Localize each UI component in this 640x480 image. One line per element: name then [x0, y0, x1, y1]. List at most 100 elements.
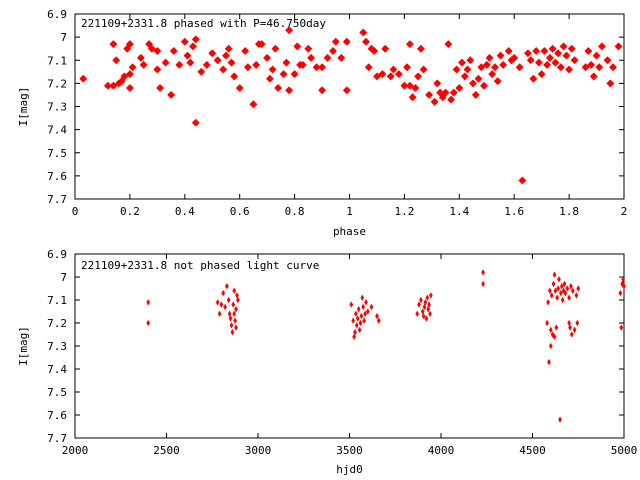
- data-point: [230, 72, 239, 81]
- data-point: [619, 324, 624, 331]
- data-point: [241, 47, 250, 55]
- data-point: [354, 310, 358, 318]
- data-point: [318, 86, 327, 95]
- data-point: [416, 44, 425, 53]
- data-point: [357, 326, 362, 334]
- data-point: [323, 53, 332, 62]
- data-point: [161, 58, 170, 67]
- x-tick-label: 5000: [611, 444, 638, 457]
- data-point: [342, 86, 351, 95]
- x-tick-label: 0.6: [230, 205, 250, 218]
- data-point: [481, 280, 485, 288]
- data-point: [219, 65, 228, 74]
- data-point: [349, 301, 354, 308]
- data-point: [567, 294, 571, 302]
- data-point: [125, 70, 134, 79]
- data-point: [481, 269, 485, 276]
- chart-title: 221109+2331.8 not phased light curve: [81, 259, 319, 272]
- data-point: [449, 88, 458, 97]
- data-point: [424, 315, 429, 322]
- data-point: [307, 53, 316, 62]
- data-point: [79, 74, 88, 83]
- data-point: [480, 81, 488, 90]
- data-point: [562, 51, 571, 60]
- data-point: [400, 81, 409, 90]
- x-axis-label: hjd0: [336, 463, 363, 476]
- data-point: [427, 301, 431, 308]
- y-tick-label: 6.9: [47, 8, 67, 21]
- data-point: [232, 287, 237, 295]
- data-point: [227, 310, 232, 318]
- data-point: [365, 308, 370, 315]
- data-point: [230, 328, 235, 336]
- data-point: [249, 100, 258, 109]
- data-point: [482, 60, 491, 69]
- data-point: [156, 84, 165, 92]
- x-tick-label: 2000: [62, 444, 89, 457]
- data-point: [337, 53, 346, 62]
- y-tick-label: 7.6: [47, 170, 67, 183]
- data-point: [153, 65, 162, 74]
- data-point: [265, 74, 274, 83]
- data-point: [558, 416, 562, 423]
- data-point: [329, 47, 337, 55]
- data-point: [358, 319, 363, 327]
- data-point: [355, 315, 360, 322]
- data-point: [425, 294, 430, 302]
- data-point: [223, 303, 227, 311]
- data-point: [234, 305, 238, 313]
- data-point: [563, 289, 568, 297]
- y-tick-label: 7: [60, 31, 67, 44]
- data-point: [466, 56, 475, 65]
- data-point: [455, 84, 464, 92]
- data-point: [222, 51, 230, 60]
- data-point: [175, 60, 184, 69]
- data-point: [526, 56, 535, 65]
- x-tick-label: 0.4: [175, 205, 195, 218]
- data-point: [550, 331, 555, 338]
- data-point: [394, 70, 403, 79]
- data-point: [169, 47, 178, 55]
- data-point: [342, 37, 351, 46]
- data-point: [430, 97, 439, 106]
- data-point: [471, 90, 480, 99]
- data-point: [183, 51, 192, 60]
- data-point: [477, 63, 486, 72]
- data-point: [290, 70, 299, 79]
- data-point: [120, 72, 129, 81]
- data-point: [285, 86, 294, 95]
- data-point: [555, 294, 560, 302]
- data-point: [551, 280, 556, 288]
- data-point: [598, 42, 606, 51]
- data-point: [208, 49, 217, 58]
- data-point: [235, 292, 239, 299]
- plot-frame: [74, 253, 625, 439]
- data-point: [180, 37, 189, 46]
- data-point: [561, 287, 566, 295]
- x-tick-label: 1.2: [394, 205, 414, 218]
- y-axis-label: I[mag]: [17, 87, 30, 127]
- data-point: [458, 58, 466, 67]
- data-point: [236, 296, 240, 304]
- data-point: [518, 176, 527, 185]
- data-point: [589, 72, 598, 81]
- data-point: [189, 42, 197, 51]
- data-point: [485, 53, 494, 62]
- data-point: [549, 292, 554, 299]
- data-point: [375, 312, 379, 320]
- x-tick-label: 4000: [428, 444, 455, 457]
- data-point: [426, 305, 431, 313]
- data-point: [614, 42, 623, 51]
- data-point: [352, 333, 356, 341]
- data-point: [621, 275, 625, 283]
- data-point: [537, 70, 546, 79]
- data-point: [545, 53, 554, 62]
- data-point: [373, 72, 381, 81]
- y-tick-label: 7.1: [47, 294, 67, 307]
- data-point: [420, 308, 425, 315]
- data-point: [408, 93, 417, 102]
- data-point: [423, 298, 428, 306]
- data-point: [574, 292, 579, 299]
- data-point: [609, 63, 617, 72]
- data-point: [551, 58, 560, 67]
